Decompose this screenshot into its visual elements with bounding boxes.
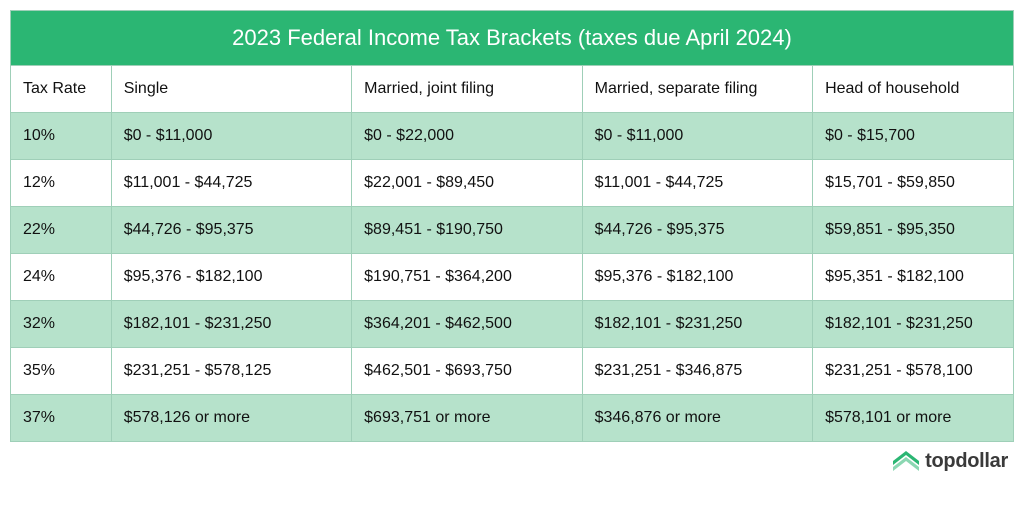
table-cell: $11,001 - $44,725 xyxy=(582,160,812,207)
table-cell: $693,751 or more xyxy=(352,395,582,442)
table-cell: $190,751 - $364,200 xyxy=(352,254,582,301)
col-header-mfs: Married, separate filing xyxy=(582,66,812,113)
table-row: 12%$11,001 - $44,725$22,001 - $89,450$11… xyxy=(11,160,1013,207)
table-row: 32%$182,101 - $231,250$364,201 - $462,50… xyxy=(11,301,1013,348)
table-cell: $22,001 - $89,450 xyxy=(352,160,582,207)
table-cell: $578,126 or more xyxy=(111,395,351,442)
table-cell: 32% xyxy=(11,301,111,348)
table-cell: $462,501 - $693,750 xyxy=(352,348,582,395)
table-cell: $15,701 - $59,850 xyxy=(813,160,1013,207)
tax-bracket-table: Tax Rate Single Married, joint filing Ma… xyxy=(11,66,1013,441)
table-cell: $95,376 - $182,100 xyxy=(582,254,812,301)
table-cell: 22% xyxy=(11,207,111,254)
table-cell: 37% xyxy=(11,395,111,442)
table-cell: $89,451 - $190,750 xyxy=(352,207,582,254)
col-header-single: Single xyxy=(111,66,351,113)
table-row: 37%$578,126 or more$693,751 or more$346,… xyxy=(11,395,1013,442)
table-cell: $346,876 or more xyxy=(582,395,812,442)
table-title: 2023 Federal Income Tax Brackets (taxes … xyxy=(11,11,1013,66)
table-cell: $0 - $15,700 xyxy=(813,113,1013,160)
table-cell: $95,376 - $182,100 xyxy=(111,254,351,301)
table-cell: $578,101 or more xyxy=(813,395,1013,442)
table-cell: $0 - $11,000 xyxy=(582,113,812,160)
col-header-rate: Tax Rate xyxy=(11,66,111,113)
brand-name: topdollar xyxy=(925,450,1008,473)
col-header-hoh: Head of household xyxy=(813,66,1013,113)
table-cell: 35% xyxy=(11,348,111,395)
table-row: 24%$95,376 - $182,100$190,751 - $364,200… xyxy=(11,254,1013,301)
table-cell: $0 - $22,000 xyxy=(352,113,582,160)
table-cell: $11,001 - $44,725 xyxy=(111,160,351,207)
table-cell: $364,201 - $462,500 xyxy=(352,301,582,348)
table-row: 22%$44,726 - $95,375$89,451 - $190,750$4… xyxy=(11,207,1013,254)
table-cell: $182,101 - $231,250 xyxy=(111,301,351,348)
brand-logo-icon xyxy=(893,451,919,473)
table-header-row: Tax Rate Single Married, joint filing Ma… xyxy=(11,66,1013,113)
table-cell: 10% xyxy=(11,113,111,160)
table-cell: 24% xyxy=(11,254,111,301)
table-cell: $182,101 - $231,250 xyxy=(813,301,1013,348)
table-cell: $95,351 - $182,100 xyxy=(813,254,1013,301)
table-cell: $231,251 - $578,125 xyxy=(111,348,351,395)
table-row: 35%$231,251 - $578,125$462,501 - $693,75… xyxy=(11,348,1013,395)
table-cell: $231,251 - $578,100 xyxy=(813,348,1013,395)
table-cell: $59,851 - $95,350 xyxy=(813,207,1013,254)
table-cell: $0 - $11,000 xyxy=(111,113,351,160)
col-header-mfj: Married, joint filing xyxy=(352,66,582,113)
table-cell: $44,726 - $95,375 xyxy=(111,207,351,254)
brand-footer: topdollar xyxy=(10,442,1014,473)
table-cell: $231,251 - $346,875 xyxy=(582,348,812,395)
table-cell: $182,101 - $231,250 xyxy=(582,301,812,348)
table-cell: $44,726 - $95,375 xyxy=(582,207,812,254)
table-cell: 12% xyxy=(11,160,111,207)
table-row: 10%$0 - $11,000$0 - $22,000$0 - $11,000$… xyxy=(11,113,1013,160)
tax-bracket-table-container: 2023 Federal Income Tax Brackets (taxes … xyxy=(10,10,1014,442)
